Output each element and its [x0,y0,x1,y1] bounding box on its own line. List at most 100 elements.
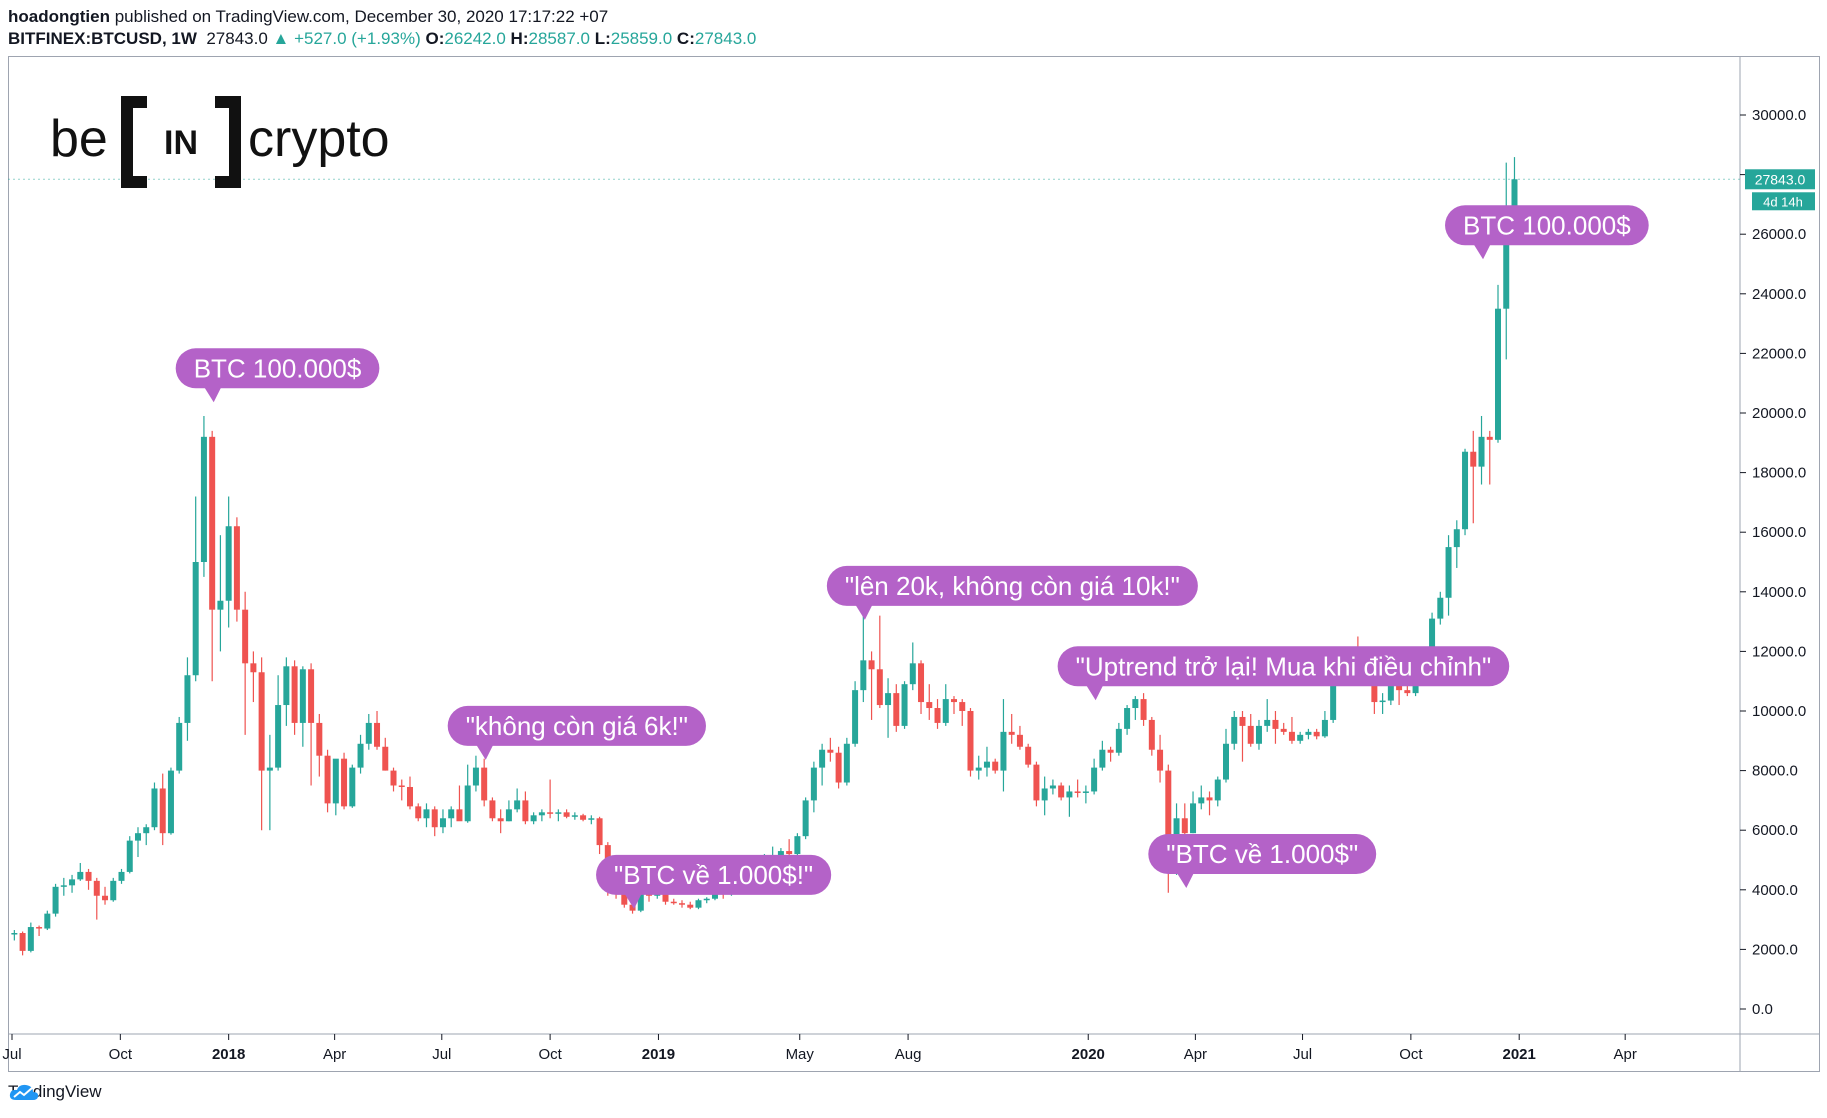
candle-body [431,809,438,828]
candle-body [1008,731,1015,735]
candle-body [992,761,999,771]
open-value: 26242.0 [444,29,506,48]
bubble-btc-ve-1000-2018[interactable]: "BTC về 1.000$!" [596,854,832,909]
bubble-text: "BTC về 1.000$" [1166,839,1358,869]
x-tick-label: 2021 [1503,1046,1536,1063]
x-tick-label: Apr [1614,1046,1637,1063]
symbol-label[interactable]: BITFINEX:BTCUSD, 1W [8,29,197,48]
y-tick-label: 30000.0 [1752,107,1806,124]
candle-body [868,660,875,670]
candle-body [357,743,364,768]
candle-body [176,722,183,771]
candle-body [786,851,793,855]
candle-body [1297,734,1304,741]
candle-body [810,767,817,801]
bubble-len-20k[interactable]: "lên 20k, không còn giá 10k!" [826,565,1198,620]
bubble-text: "BTC về 1.000$!" [614,860,813,890]
beincrypto-logo: be IN crypto [50,96,390,188]
candle-body [538,812,545,816]
candle-body [1157,749,1164,771]
author-name[interactable]: hoadongtien [8,7,110,26]
close-label: C: [676,29,695,48]
candle-body [464,785,471,822]
candle-body [1082,791,1089,793]
price-change: ▲ +527.0 (+1.93%) [272,29,421,48]
y-tick-label: 0.0 [1752,1001,1773,1018]
bubble-tail [1176,872,1195,889]
candle-body [1206,797,1213,801]
candle-body [250,663,257,673]
candle-body [159,788,166,834]
candle-body [547,812,554,814]
candle-body [1033,764,1040,801]
candle-body [1074,791,1081,793]
y-tick-label: 16000.0 [1752,524,1806,541]
candle-body [44,913,51,929]
candle-body [398,785,405,787]
high-value: 28587.0 [528,29,590,48]
candle-body [860,660,867,691]
candle-body [489,800,496,819]
bubble-uptrend-tro-lai[interactable]: "Uptrend trở lại! Mua khi điều chỉnh" [1057,646,1510,701]
candle-body [1132,699,1139,709]
candle-body [77,871,84,880]
ohlc-line: BITFINEX:BTCUSD, 1W 27843.0 ▲ +527.0 (+1… [8,28,756,50]
x-tick-label: Apr [1184,1046,1207,1063]
candle-body [151,788,158,828]
bubble-btc-100k-2020[interactable]: BTC 100.000$ [1445,205,1649,260]
candle-body [1066,791,1073,798]
x-tick-label: May [786,1046,815,1063]
logo-text-crypto: crypto [248,110,390,168]
candle-body [835,752,842,783]
bubble-tail [475,743,494,760]
logo-text-in: IN [164,124,198,162]
candle-body [1099,749,1106,768]
candle-body [1264,719,1271,726]
candle-body [382,746,389,771]
candle-body [110,880,117,901]
candle-body [827,749,834,753]
countdown-badge [1752,192,1815,211]
candle-body [134,833,141,841]
x-tick-label: Aug [895,1046,922,1063]
candle-body [1511,179,1518,227]
candle-body [1124,708,1131,729]
candle-body [1115,728,1122,753]
candle-body [909,663,916,685]
y-tick-label: 8000.0 [1752,763,1798,780]
bubble-shape [826,565,1198,606]
candle-body [1280,728,1287,732]
bubble-shape [596,854,832,895]
candle-body [225,526,232,601]
close-value: 27843.0 [694,29,757,48]
y-tick-label: 6000.0 [1752,822,1798,839]
bubble-khong-con-gia-6k[interactable]: "không còn giá 6k!" [447,705,706,760]
candle-body [1478,436,1485,467]
candle-body [85,871,92,881]
candle-body [522,800,529,822]
bubble-btc-ve-1000-2020[interactable]: "BTC về 1.000$" [1148,834,1377,889]
y-tick-label: 10000.0 [1752,703,1806,720]
candle-body [283,666,290,706]
bubble-shape [1445,205,1649,246]
x-tick-label: Apr [323,1046,346,1063]
candle-body [819,749,826,768]
candle-body [167,770,174,834]
candle-body [926,702,933,709]
candle-body [36,927,43,929]
candle-body [1198,797,1205,804]
candle-body [60,885,67,887]
x-tick-label: 2018 [212,1046,245,1063]
bubble-btc-100k-2017[interactable]: BTC 100.000$ [175,348,380,403]
candle-body [406,786,413,807]
bubble-shape [1148,834,1377,875]
tradingview-footer[interactable]: TradingView [8,1082,102,1102]
logo-bracket [121,96,147,108]
candle-body [184,675,191,723]
y-tick-label: 2000.0 [1752,941,1798,958]
candle-body [299,669,306,723]
candle-body [1453,529,1460,548]
tradingview-cloud-icon [9,1084,39,1100]
candle-body [1049,785,1056,789]
